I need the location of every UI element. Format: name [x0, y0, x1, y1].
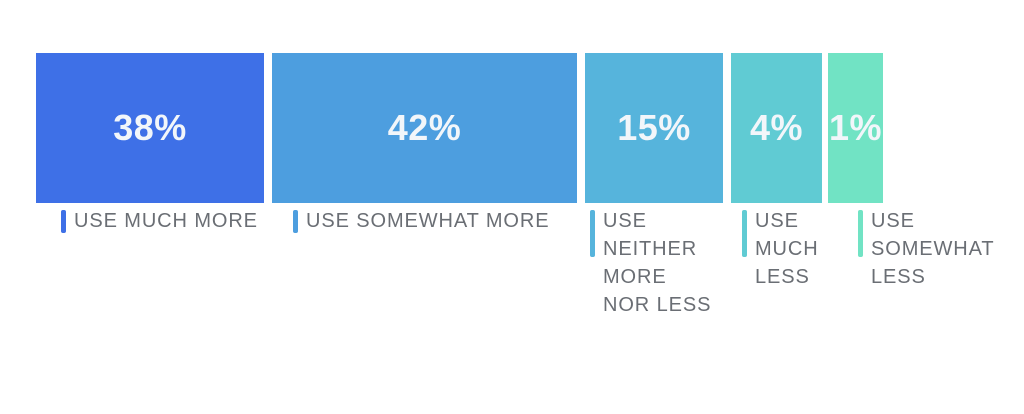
bar-use-much-more: 38%	[36, 53, 264, 203]
bar-caption: USE NEITHER MORE NOR LESS	[590, 207, 711, 319]
bar-caption: USE MUCH MORE	[61, 207, 258, 235]
bar-caption: USE SOMEWHAT LESS	[858, 207, 995, 291]
bar-caption: USE MUCH LESS	[742, 207, 819, 291]
segment-use-somewhat-more: 42% USE SOMEWHAT MORE	[272, 0, 577, 414]
segment-use-much-more: 38% USE MUCH MORE	[36, 0, 264, 414]
bar-use-somewhat-less: 1%	[828, 53, 883, 203]
segment-use-neither-more-nor-less: 15% USE NEITHER MORE NOR LESS	[585, 0, 723, 414]
bar-category-label: USE SOMEWHAT LESS	[871, 210, 995, 288]
bar-category-label: USE MUCH LESS	[755, 210, 819, 288]
bar-category-label: USE SOMEWHAT MORE	[306, 210, 550, 232]
segment-use-somewhat-less: 1% USE SOMEWHAT LESS	[828, 0, 994, 414]
bar-value-label: 15%	[617, 107, 691, 148]
bar-use-much-less: 4%	[731, 53, 822, 203]
legend-tick-icon	[742, 210, 747, 257]
bar-value-label: 4%	[749, 107, 804, 148]
legend-tick-icon	[590, 210, 595, 257]
bar-value-label: 1%	[828, 107, 883, 148]
legend-tick-icon	[61, 210, 66, 233]
bar-use-somewhat-more: 42%	[272, 53, 577, 203]
legend-tick-icon	[858, 210, 863, 257]
bar-value-label: 38%	[113, 107, 187, 148]
bar-category-label: USE NEITHER MORE NOR LESS	[603, 210, 712, 316]
bar-caption: USE SOMEWHAT MORE	[293, 207, 549, 235]
segment-use-much-less: 4% USE MUCH LESS	[731, 0, 822, 414]
legend-tick-icon	[293, 210, 298, 233]
bar-use-neither-more-nor-less: 15%	[585, 53, 723, 203]
bar-value-label: 42%	[387, 107, 462, 148]
bar-category-label: USE MUCH MORE	[74, 210, 258, 232]
